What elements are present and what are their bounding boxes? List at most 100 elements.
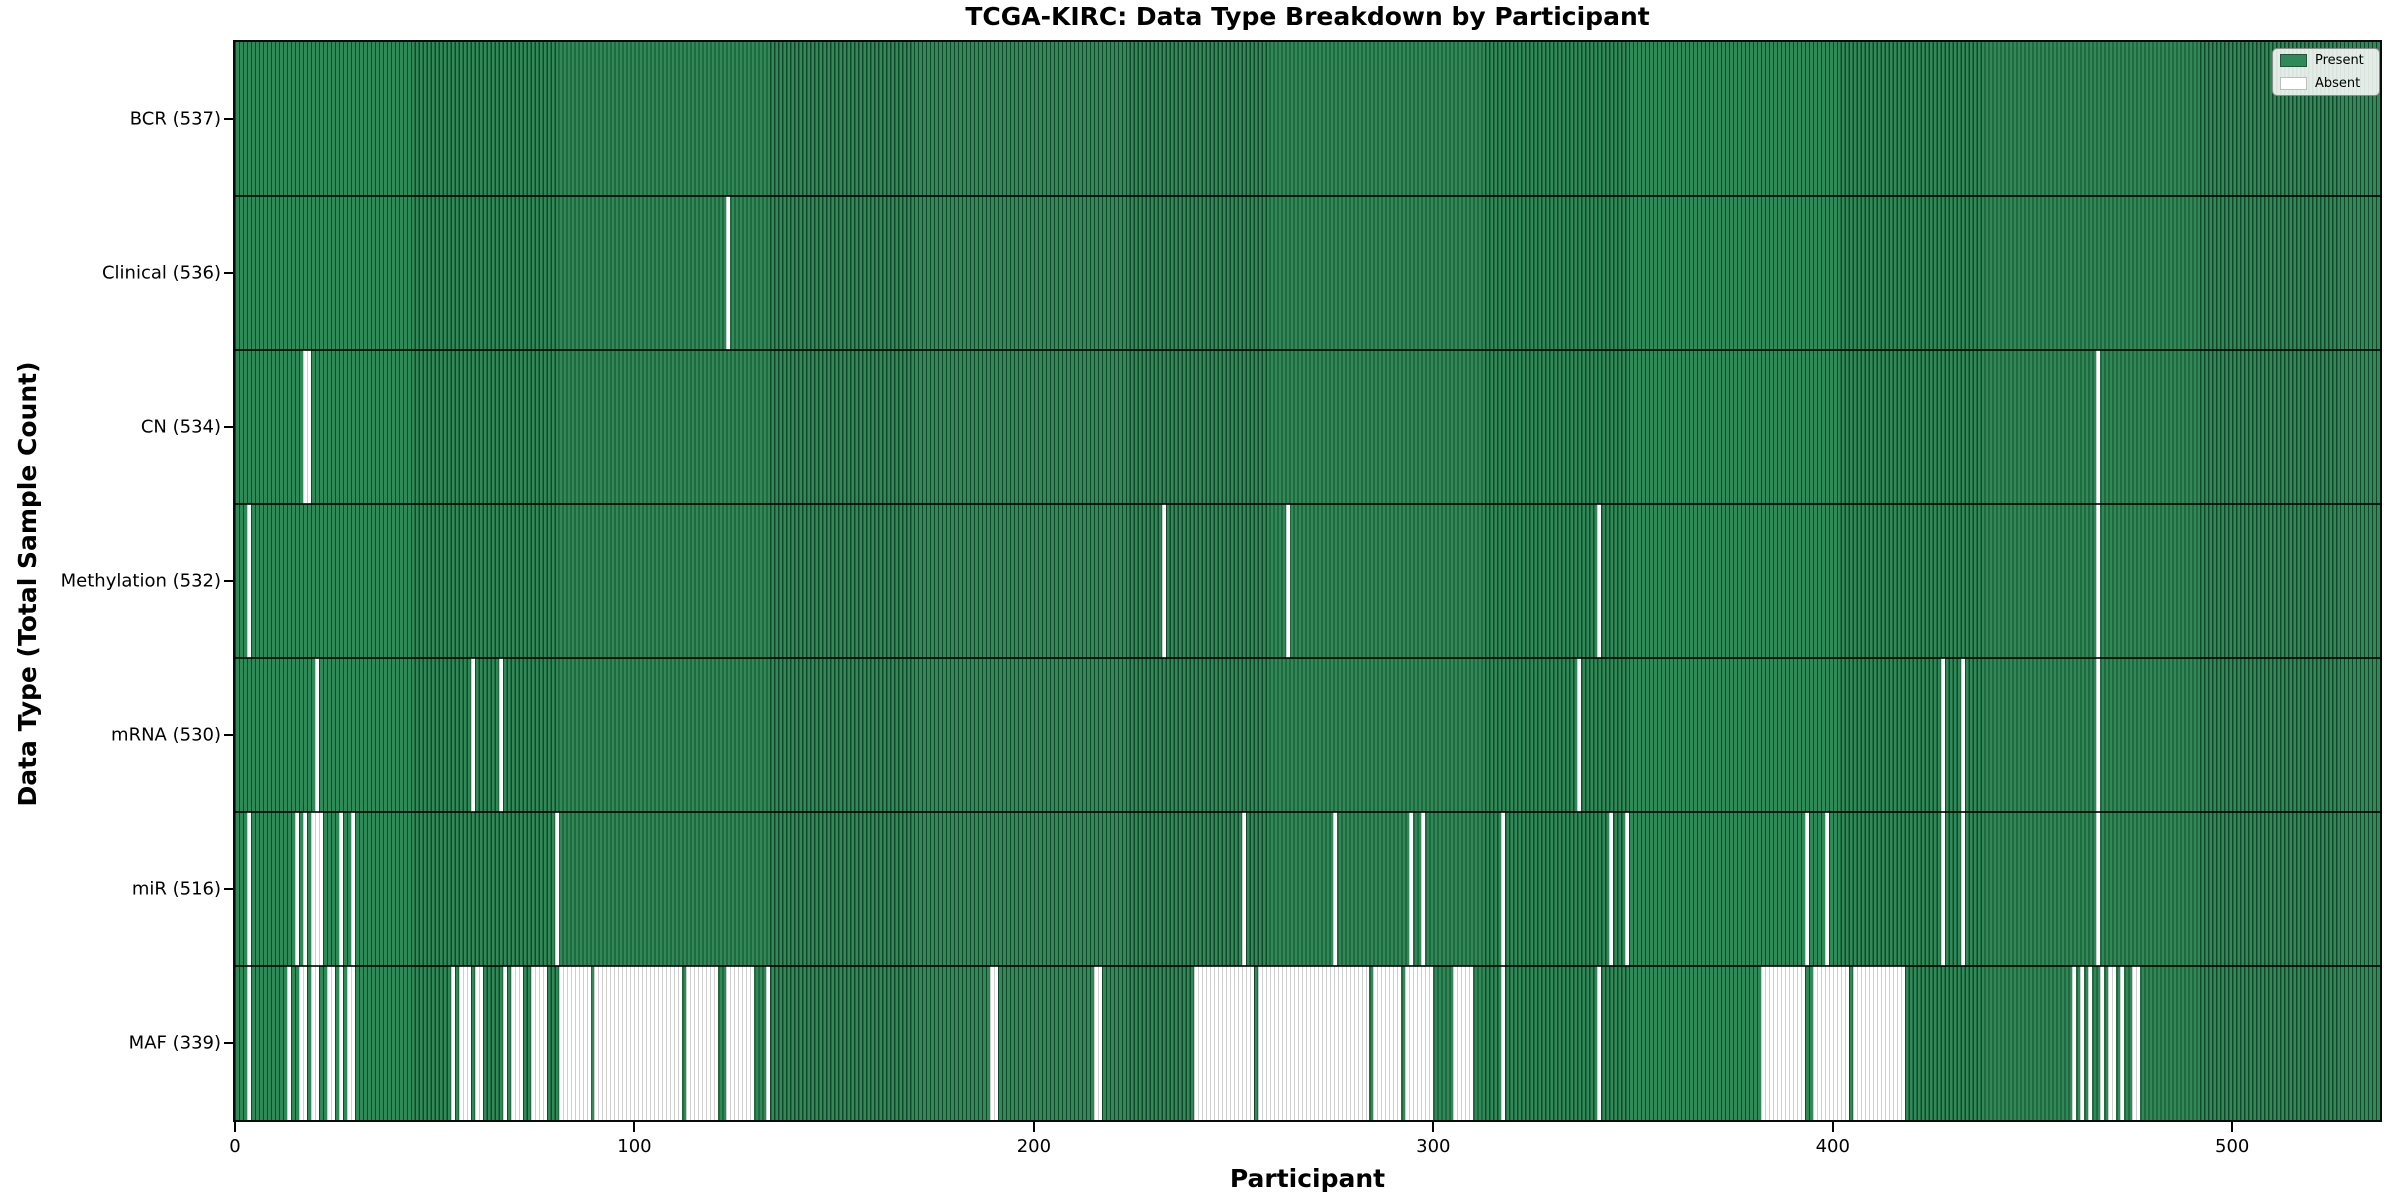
- absent-stripe: [1453, 966, 1474, 1120]
- absent-stripe: [1373, 966, 1402, 1120]
- absent-stripe: [450, 966, 455, 1120]
- x-tick-mark: [2231, 1122, 2234, 1132]
- absent-stripe: [1501, 812, 1506, 966]
- row-divider: [235, 195, 2380, 197]
- absent-stripe: [1609, 812, 1614, 966]
- x-tick-label: 200: [1016, 1136, 1052, 1157]
- absent-stripe: [2088, 966, 2093, 1120]
- absent-stripe: [470, 658, 475, 812]
- absent-stripe: [2132, 966, 2141, 1120]
- legend-label-present: Present: [2315, 53, 2364, 68]
- x-tick-mark: [234, 1122, 236, 1132]
- y-tick-mark: [224, 118, 233, 120]
- row-label-maf: MAF (339): [128, 1032, 221, 1054]
- absent-stripe: [302, 350, 311, 504]
- plot-area: [233, 40, 2382, 1122]
- absent-stripe: [510, 966, 523, 1120]
- absent-stripe: [458, 966, 471, 1120]
- absent-stripe: [1960, 658, 1965, 812]
- absent-stripe: [1760, 966, 1805, 1120]
- absent-stripe: [1577, 658, 1582, 812]
- absent-stripe: [2080, 966, 2085, 1120]
- x-tick-mark: [1831, 1122, 1834, 1132]
- row-label-mrna: mRNA (530): [111, 724, 221, 746]
- absent-stripe: [554, 812, 559, 966]
- absent-stripe: [498, 658, 503, 812]
- row-label-mir: miR (516): [131, 878, 221, 900]
- absent-stripe: [1824, 812, 1829, 966]
- row-divider: [235, 349, 2380, 351]
- legend: Present Absent: [2272, 48, 2380, 96]
- absent-stripe: [286, 966, 291, 1120]
- absent-stripe: [1625, 812, 1630, 966]
- y-tick-mark: [224, 580, 233, 582]
- row-divider: [235, 503, 2380, 505]
- absent-stripe: [326, 966, 335, 1120]
- y-tick-mark: [224, 1042, 233, 1044]
- absent-stripe: [1421, 812, 1426, 966]
- x-tick-label: 0: [229, 1136, 241, 1157]
- x-tick-mark: [1032, 1122, 1035, 1132]
- absent-stripe: [1193, 966, 1254, 1120]
- row-divider: [235, 811, 2380, 813]
- row-divider: [235, 965, 2380, 967]
- row-label-bcr: BCR (537): [129, 108, 221, 130]
- absent-stripe: [346, 966, 355, 1120]
- chart-title: TCGA-KIRC: Data Type Breakdown by Partic…: [965, 2, 1650, 31]
- x-tick-label: 300: [1416, 1136, 1451, 1157]
- heatmap-row-mrna: [235, 658, 2380, 812]
- absent-stripe: [2096, 658, 2101, 812]
- absent-stripe: [989, 966, 998, 1120]
- heatmap-row-maf: [235, 966, 2380, 1120]
- y-tick-mark: [224, 426, 233, 428]
- x-tick-mark: [1432, 1122, 1435, 1132]
- row-label-cn: CN (534): [140, 416, 221, 438]
- absent-stripe: [302, 812, 307, 966]
- absent-stripe: [686, 966, 719, 1120]
- absent-stripe: [1804, 812, 1809, 966]
- legend-label-absent: Absent: [2315, 76, 2361, 91]
- heatmap-row-clinical: [235, 196, 2380, 350]
- absent-stripe: [2096, 812, 2101, 966]
- absent-stripe: [766, 966, 771, 1120]
- absent-stripe: [350, 812, 355, 966]
- absent-stripe: [1940, 812, 1945, 966]
- absent-stripe: [502, 966, 507, 1120]
- absent-stripe: [1501, 966, 1506, 1120]
- absent-stripe: [1852, 966, 1905, 1120]
- absent-stripe: [1241, 812, 1246, 966]
- heatmap-row-cn: [235, 350, 2380, 504]
- absent-stripe: [294, 812, 299, 966]
- absent-stripe: [726, 966, 755, 1120]
- absent-stripe: [1409, 812, 1414, 966]
- present-swatch-icon: [2280, 54, 2307, 67]
- row-divider: [235, 657, 2380, 659]
- absent-stripe: [2120, 966, 2125, 1120]
- absent-stripe: [246, 504, 251, 658]
- y-tick-mark: [224, 272, 233, 274]
- absent-stripe: [594, 966, 683, 1120]
- heatmap-row-bcr: [235, 42, 2380, 196]
- absent-stripe: [298, 966, 307, 1120]
- x-tick-label: 500: [2215, 1136, 2250, 1157]
- absent-stripe: [1161, 504, 1166, 658]
- absent-stripe: [1960, 812, 1965, 966]
- heatmap-row-mir: [235, 812, 2380, 966]
- absent-stripe: [474, 966, 483, 1120]
- y-tick-mark: [224, 734, 233, 736]
- x-tick-label: 100: [617, 1136, 652, 1157]
- legend-item-absent: Absent: [2280, 77, 2372, 90]
- absent-stripe: [2108, 966, 2117, 1120]
- absent-stripe: [1333, 812, 1338, 966]
- legend-item-present: Present: [2280, 54, 2372, 67]
- absent-stripe: [1093, 966, 1102, 1120]
- absent-stripe: [310, 812, 323, 966]
- row-label-clinical: Clinical (536): [101, 262, 221, 284]
- absent-stripe: [2096, 504, 2101, 658]
- absent-stripe: [246, 812, 251, 966]
- absent-stripe: [1285, 504, 1290, 658]
- x-tick-mark: [633, 1122, 636, 1132]
- absent-stripe: [2096, 350, 2101, 504]
- absent-stripe: [558, 966, 591, 1120]
